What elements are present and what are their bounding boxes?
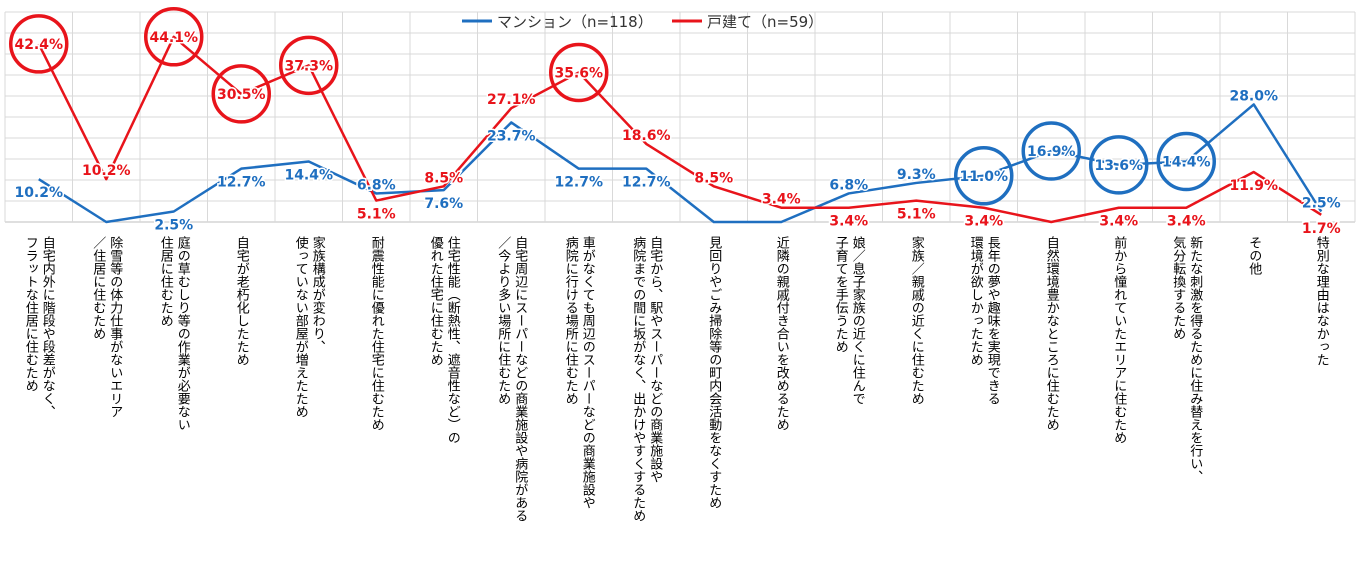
- category-label: 自宅内外に階段や段差がなく、: [40, 236, 56, 418]
- category-label: 耐震性能に優れた住宅に住むため: [369, 236, 385, 431]
- data-label: 3.4%: [1099, 214, 1138, 230]
- data-label: 27.1%: [487, 92, 536, 108]
- series-line-0: [38, 103, 1323, 224]
- data-label: 2.5%: [1302, 196, 1341, 212]
- category-label: ／今より多い場所に住むため: [495, 236, 511, 405]
- data-label: 3.4%: [964, 214, 1003, 230]
- category-label: 住居に住むため: [158, 236, 174, 327]
- data-label: 5.1%: [357, 207, 396, 223]
- data-label: 9.3%: [897, 167, 936, 183]
- category-label: 自宅から、駅やスーパーなどの商業施設や: [647, 236, 663, 483]
- data-label: 11.0%: [959, 169, 1008, 185]
- highlight-circle: [9, 14, 69, 74]
- category-label: 自宅が老朽化したため: [234, 236, 250, 366]
- data-label: 30.5%: [217, 87, 266, 103]
- data-label: 11.9%: [1229, 178, 1278, 194]
- highlight-circle: [1089, 135, 1149, 195]
- category-label: 除雪等の体力仕事がないエリア: [107, 236, 123, 418]
- category-label: 自宅周辺にスーパーなどの商業施設や病院がある: [512, 236, 528, 522]
- data-label: 44.1%: [149, 30, 198, 46]
- data-label: 6.8%: [357, 177, 396, 193]
- data-label: 28.0%: [1229, 88, 1278, 104]
- highlight-circle: [211, 64, 271, 124]
- highlight-circle: [279, 35, 339, 96]
- category-label: ／住居に住むため: [90, 236, 106, 340]
- category-label: 使っていない部屋が増えたため: [293, 235, 309, 418]
- category-label: 見回りやごみ掃除等の町内会活動をなくすため: [706, 236, 722, 509]
- data-label: 10.2%: [14, 185, 63, 201]
- data-label: 1.7%: [1302, 221, 1341, 237]
- highlight-circle: [549, 42, 609, 103]
- category-label: 新たな刺激を得るために住み替えを行い、: [1187, 235, 1203, 483]
- category-label: 優れた住宅に住むため: [428, 236, 444, 366]
- category-label: 家族構成が変わり、: [310, 235, 326, 353]
- category-labels: 自宅内外に階段や段差がなく、フラットな住居に住むため 除雪等の体力仕事がないエリア…: [23, 235, 1330, 522]
- highlight-circle: [954, 146, 1014, 206]
- data-label: 18.6%: [622, 128, 671, 144]
- category-label: フラットな住居に住むため: [23, 236, 39, 392]
- highlight-circle: [1156, 131, 1216, 192]
- legend-label-house: 戸建て（n=59）: [707, 13, 823, 31]
- data-label: 8.5%: [424, 170, 463, 186]
- category-label: 病院に行ける場所に住むため: [563, 236, 579, 405]
- category-label: 家族／親戚の近くに住むため: [909, 235, 925, 405]
- data-label: 14.4%: [1162, 155, 1211, 171]
- series-lines: [37, 35, 1323, 224]
- data-label: 10.2%: [82, 163, 131, 179]
- category-label: 特別な理由はなかった: [1314, 236, 1330, 366]
- data-label: 3.4%: [762, 192, 801, 208]
- data-label: 12.7%: [554, 175, 603, 191]
- data-labels: 10.2% 2.5% 12.7% 14.4% 6.8% 7.6% 23.7% 12.7% 12.…: [13, 28, 1342, 238]
- data-label: 23.7%: [487, 128, 536, 144]
- category-label: 庭の草むしり等の作業が必要ない: [175, 235, 191, 431]
- category-label: 自然環境豊かなところに住むため: [1044, 236, 1060, 431]
- data-label: 3.4%: [1167, 214, 1206, 230]
- data-label: 35.6%: [554, 65, 603, 81]
- highlight-circle: [144, 7, 204, 67]
- data-label: 3.4%: [829, 214, 868, 230]
- legend: マンション（n=118） 戸建て（n=59）: [462, 13, 823, 31]
- category-label: 病院までの間に坂がなく、出かけやすくするため: [630, 236, 646, 522]
- data-label: 42.4%: [14, 37, 63, 53]
- highlight-circles: [9, 7, 1216, 206]
- data-label: 12.7%: [217, 175, 266, 191]
- category-label: 車がなくても周辺のスーパーなどの商業施設や: [580, 236, 596, 509]
- gridlines: [4, 11, 1356, 223]
- category-label: 前から憧れていたエリアに住むため: [1111, 235, 1127, 444]
- category-label: 環境が欲しかったため: [968, 236, 984, 366]
- category-label: 娘／息子家族の近くに住んで: [850, 236, 866, 405]
- data-label: 13.6%: [1094, 158, 1143, 174]
- data-label: 14.4%: [284, 168, 333, 184]
- data-label: 6.8%: [829, 177, 868, 193]
- data-label: 5.1%: [897, 207, 936, 223]
- data-label: 7.6%: [424, 196, 463, 212]
- data-label: 8.5%: [694, 170, 733, 186]
- highlight-circle: [1021, 121, 1081, 181]
- data-label: 37.3%: [284, 58, 333, 74]
- category-label: その他: [1246, 236, 1262, 276]
- legend-label-mansion: マンション（n=118）: [497, 13, 653, 31]
- category-label: 気分転換するため: [1170, 235, 1186, 340]
- category-label: 子育てを手伝うため: [833, 236, 849, 353]
- category-label: 長年の夢や趣味を実現できる: [985, 236, 1001, 405]
- category-label: 住宅性能（断熱性、遮音性など）の: [445, 236, 461, 444]
- data-label: 2.5%: [154, 218, 193, 234]
- category-label: 近隣の親戚付き合いを改めるため: [774, 236, 790, 431]
- data-label: 12.7%: [622, 175, 671, 191]
- data-label: 16.9%: [1027, 144, 1076, 160]
- series-line-1: [37, 35, 1322, 224]
